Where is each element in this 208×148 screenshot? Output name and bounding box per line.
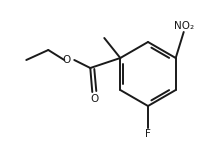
Text: NO₂: NO₂ <box>174 21 194 31</box>
Text: F: F <box>145 129 151 139</box>
Text: O: O <box>90 94 98 104</box>
Text: O: O <box>62 55 70 65</box>
